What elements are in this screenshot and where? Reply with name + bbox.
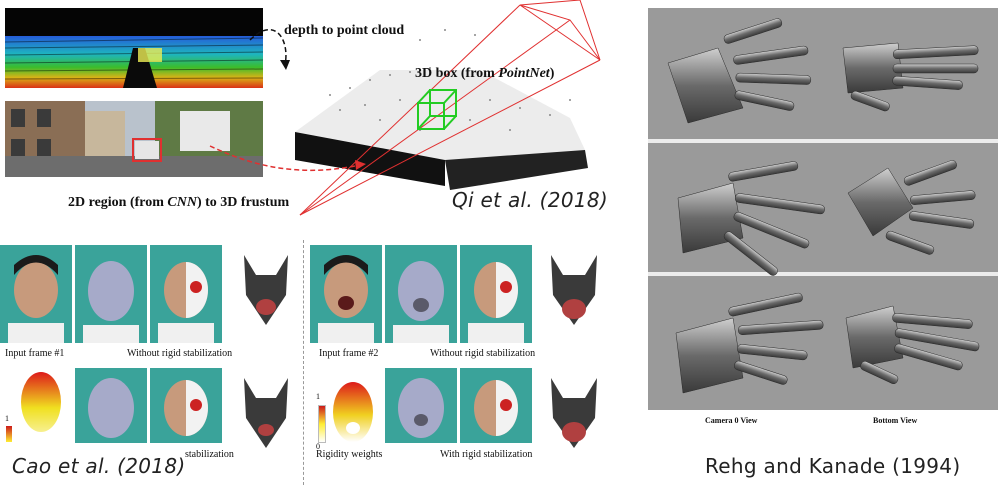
dog-avatar-4 — [545, 368, 603, 458]
rigidity-scale-1 — [6, 426, 12, 442]
rehg-caption: Rehg and Kanade (1994) — [705, 454, 961, 478]
cao-caption: Cao et al. (2018) — [12, 454, 186, 478]
rigidity-map-1 — [18, 368, 64, 436]
label-stabilization: stabilization — [185, 449, 234, 460]
hand-renderings — [667, 18, 980, 394]
rigidity-map-2 — [330, 378, 376, 446]
face-robot-4 — [460, 368, 532, 443]
scale-2-bottom: 0 — [316, 442, 320, 451]
label-with-stabilization: With rigid stabilization — [440, 449, 533, 460]
box-label: 3D box (from PointNet) — [415, 66, 555, 81]
face-robot-2 — [460, 245, 532, 343]
scale-1-top: 1 — [5, 414, 9, 423]
depth-label: depth to point cloud — [284, 23, 405, 38]
label-input-frame-2: Input frame #2 — [319, 348, 379, 359]
label-without-2: Without rigid stabilization — [430, 348, 536, 359]
point-cloud-frustum — [295, 0, 601, 216]
face-robot-3 — [150, 368, 222, 443]
label-without-1: Without rigid stabilization — [127, 348, 233, 359]
face-input-2 — [310, 245, 382, 343]
label-camera-view: Camera 0 View — [705, 416, 758, 425]
qi-caption: Qi et al. (2018) — [452, 188, 608, 212]
lidar-depth-image — [5, 8, 263, 88]
label-bottom-view: Bottom View — [873, 416, 918, 425]
face-mesh-4 — [385, 368, 457, 443]
dog-avatar-1 — [238, 245, 294, 335]
face-mesh-2 — [385, 245, 457, 343]
cao-caption-box — [0, 446, 178, 484]
face-robot-1 — [150, 245, 222, 343]
scale-2-top: 1 — [316, 392, 320, 401]
label-rigidity-weights: Rigidity weights — [316, 449, 383, 460]
row-separator-1 — [648, 139, 998, 143]
street-photo — [5, 101, 263, 177]
face-mesh-1 — [75, 245, 147, 343]
dashed-arrows — [209, 28, 366, 172]
face-mesh-3 — [75, 368, 147, 443]
rigidity-scale-2 — [318, 405, 326, 443]
dog-avatar-2 — [545, 245, 603, 335]
row-separator-2 — [648, 272, 998, 276]
region-label: 2D region (from CNN) to 3D frustum — [68, 195, 290, 210]
vertical-divider — [303, 240, 304, 485]
dog-avatar-3 — [238, 368, 294, 458]
label-input-frame-1: Input frame #1 — [5, 348, 65, 359]
face-input-1 — [0, 245, 72, 343]
